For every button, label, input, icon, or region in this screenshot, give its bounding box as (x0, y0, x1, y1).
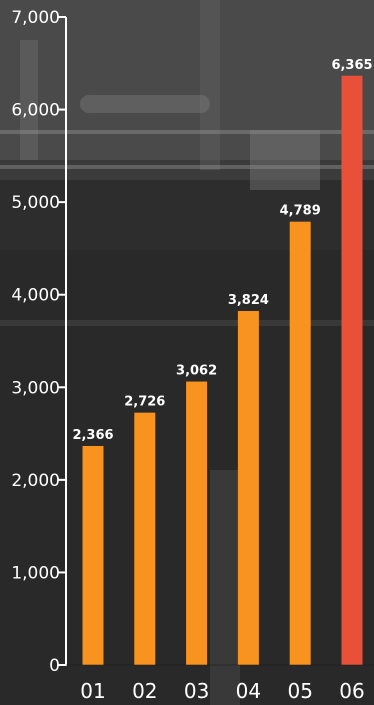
bar-03 (186, 381, 208, 665)
y-tick-label: 1,000 (11, 563, 60, 583)
data-label-03: 3,062 (176, 364, 217, 379)
x-tick-label-05: 05 (287, 679, 312, 703)
bar-05 (289, 221, 311, 666)
bar-04 (237, 311, 259, 665)
x-axis: 01 02 03 04 05 06 (66, 664, 374, 703)
y-tick-label: 4,000 (11, 286, 60, 306)
y-tick-label: 2,000 (11, 471, 60, 491)
data-label-02: 2,726 (124, 395, 165, 410)
y-tick-label: 5,000 (11, 193, 60, 213)
y-tick-label: 3,000 (11, 378, 60, 398)
bar-01 (82, 445, 104, 665)
y-tick-label: 6,000 (11, 101, 60, 121)
x-tick-label-02: 02 (132, 679, 157, 703)
bars: 2,366 2,726 3,062 3,824 4,789 6,365 (72, 58, 373, 666)
x-tick-label-03: 03 (184, 679, 209, 703)
x-tick-label-01: 01 (80, 679, 105, 703)
y-axis: 0 1,000 2,000 3,000 4,000 5,000 6,000 7,000 (11, 8, 67, 676)
data-label-04: 3,824 (228, 293, 269, 308)
y-tick-label: 0 (49, 656, 60, 676)
bar-06 (341, 75, 363, 666)
y-tick-label: 7,000 (11, 8, 60, 28)
x-tick-label-04: 04 (236, 679, 261, 703)
data-label-01: 2,366 (72, 428, 113, 443)
data-label-05: 4,789 (280, 204, 321, 219)
bar-02 (134, 412, 156, 665)
data-label-06: 6,365 (331, 58, 372, 73)
x-tick-label-06: 06 (339, 679, 364, 703)
